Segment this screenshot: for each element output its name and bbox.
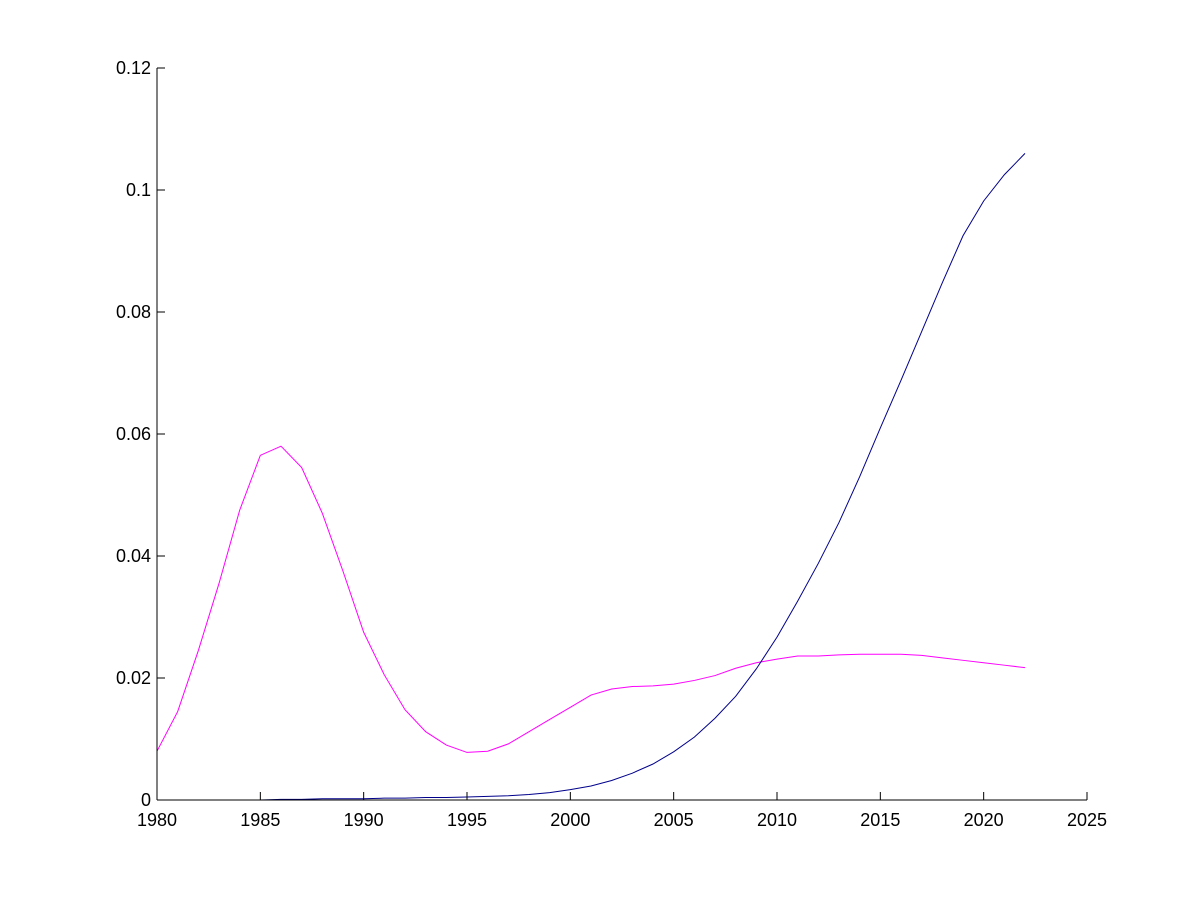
x-tick-label: 1980: [137, 810, 177, 830]
series-line-2: [157, 153, 1026, 801]
x-tick-label: 1990: [344, 810, 384, 830]
y-tick-label: 0.12: [116, 58, 151, 78]
y-tick-label: 0.1: [126, 180, 151, 200]
axes-layer: 1980 1985 1990 1995 2000 2005 2010 2015 2020 2025…: [116, 58, 1107, 830]
x-tick-label: 2020: [964, 810, 1004, 830]
x-tick-label: 1985: [240, 810, 280, 830]
x-tick-label: 1995: [447, 810, 487, 830]
series-line-1: [156, 445, 1026, 753]
x-tick-label: 2015: [860, 810, 900, 830]
x-tick-label: 2025: [1067, 810, 1107, 830]
y-tick-label: 0.06: [116, 424, 151, 444]
x-tick-label: 2005: [654, 810, 694, 830]
x-tick-label: 2010: [757, 810, 797, 830]
y-tick-label: 0.08: [116, 302, 151, 322]
x-tick-label: 2000: [550, 810, 590, 830]
y-tick-label: 0.02: [116, 668, 151, 688]
y-tick-label: 0.04: [116, 546, 151, 566]
y-tick-label: 0: [141, 790, 151, 810]
series-layer: [156, 153, 1026, 801]
